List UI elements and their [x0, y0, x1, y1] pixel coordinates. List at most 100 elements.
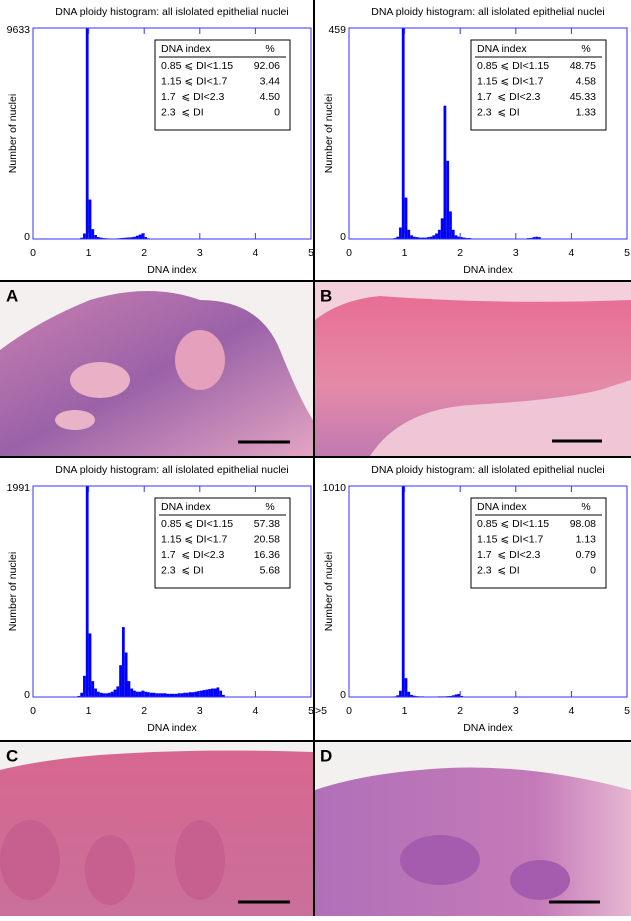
x-tick-label: 5: [624, 247, 630, 259]
y-tick-label: 0: [340, 231, 346, 243]
histogram-bar: [89, 633, 92, 697]
overflow-label: >5: [315, 705, 327, 717]
histogram-bar: [164, 693, 167, 697]
table-header: %: [265, 501, 274, 513]
histogram-bar: [136, 692, 139, 697]
table-header: %: [581, 501, 590, 513]
histogram-bar: [402, 28, 405, 239]
table-cell: 1.7 ⩽ DI<2.3: [161, 549, 225, 561]
y-axis-label: Number of nuclei: [323, 94, 335, 173]
histogram-bar: [100, 693, 103, 697]
panel-label: D: [320, 746, 332, 765]
x-axis-label: DNA index: [463, 722, 513, 734]
x-tick-label: 4: [252, 247, 258, 259]
x-tick-label: 1: [402, 705, 408, 717]
histogram-bar: [133, 691, 136, 697]
x-axis-label: DNA index: [147, 722, 197, 734]
y-tick-label: 9633: [7, 24, 31, 36]
table-cell: 4.58: [576, 75, 597, 87]
x-tick-label: 2: [141, 705, 147, 717]
table-cell: 2.3 ⩽ DI: [161, 564, 204, 576]
micrograph: A: [0, 282, 313, 456]
x-tick-label: 2: [141, 247, 147, 259]
histogram-bar: [94, 235, 97, 239]
x-axis-label: DNA index: [463, 264, 513, 276]
histogram-bar: [116, 686, 119, 697]
y-tick-label: 0: [24, 689, 30, 701]
x-tick-label: 3: [513, 705, 519, 717]
table-cell: 1.13: [576, 533, 597, 545]
table-cell: 0.79: [576, 549, 597, 561]
table-cell: 0.85 ⩽ DI<1.15: [477, 518, 549, 530]
table-cell: 2.3 ⩽ DI: [477, 564, 520, 576]
x-tick-label: 1: [86, 705, 92, 717]
x-tick-label: 3: [197, 705, 203, 717]
table-cell: 0.85 ⩽ DI<1.15: [477, 60, 549, 72]
histogram-bar: [86, 28, 89, 239]
x-tick-label: 5: [308, 247, 314, 259]
y-tick-label: 1991: [7, 482, 31, 494]
histogram-bar: [86, 486, 89, 697]
x-tick-label: 3: [513, 247, 519, 259]
histogram-bar: [203, 690, 206, 697]
table-header: DNA index: [477, 43, 527, 55]
histogram-bar: [219, 691, 222, 697]
table-header: DNA index: [161, 43, 211, 55]
x-tick-label: 3: [197, 247, 203, 259]
table-cell: 1.15 ⩽ DI<1.7: [161, 75, 227, 87]
table-cell: 1.15 ⩽ DI<1.7: [477, 533, 543, 545]
chart-title: DNA ploidy histogram: all islolated epit…: [371, 464, 604, 476]
table-cell: 1.33: [576, 106, 597, 118]
histogram-bar: [449, 211, 452, 239]
histogram-bar: [147, 692, 150, 697]
table-cell: 1.7 ⩽ DI<2.3: [477, 91, 541, 103]
histogram-bar: [194, 692, 197, 697]
histogram-bar: [91, 681, 94, 697]
histogram-bar: [139, 235, 142, 239]
histogram-bar: [405, 198, 408, 239]
histogram-bar: [161, 693, 164, 697]
table-cell: 45.33: [570, 91, 596, 103]
histogram-bar: [83, 234, 86, 239]
histogram-bar: [122, 627, 125, 697]
histogram-bar: [108, 693, 111, 697]
x-tick-label: 4: [568, 705, 574, 717]
x-tick-label: 2: [457, 247, 463, 259]
histogram-bar: [83, 676, 86, 697]
y-tick-label: 0: [340, 689, 346, 701]
x-tick-label: 0: [30, 705, 36, 717]
histogram-bar: [125, 652, 128, 697]
table-cell: 48.75: [570, 60, 596, 72]
histogram-bar: [130, 689, 133, 697]
histogram-bar: [446, 161, 449, 239]
x-tick-label: 4: [568, 247, 574, 259]
histogram-bar: [435, 233, 438, 239]
histogram-bar: [444, 106, 447, 239]
histogram-bar: [214, 689, 217, 697]
histogram-bar: [399, 691, 402, 697]
table-cell: 0: [274, 106, 280, 118]
table-cell: 0.85 ⩽ DI<1.15: [161, 60, 233, 72]
micrograph: C: [0, 742, 313, 916]
x-tick-label: 4: [252, 705, 258, 717]
table-cell: 1.15 ⩽ DI<1.7: [161, 533, 227, 545]
panel-label: A: [6, 286, 18, 305]
table-cell: 20.58: [254, 533, 280, 545]
panel-label: B: [320, 286, 332, 305]
histogram-bar: [402, 486, 405, 697]
histogram-bar: [97, 692, 100, 697]
table-header: %: [265, 43, 274, 55]
y-axis-label: Number of nuclei: [7, 94, 19, 173]
histogram-bar: [105, 693, 108, 697]
histogram-bar: [183, 693, 186, 697]
table-cell: 4.50: [260, 91, 281, 103]
histogram-bar: [441, 218, 444, 239]
x-tick-label: 5: [308, 705, 314, 717]
histogram-bar: [208, 689, 211, 697]
histogram-bar: [91, 229, 94, 239]
table-cell: 57.38: [254, 518, 280, 530]
table-header: DNA index: [161, 501, 211, 513]
histogram-bar: [399, 228, 402, 239]
panel-label: C: [6, 746, 18, 765]
